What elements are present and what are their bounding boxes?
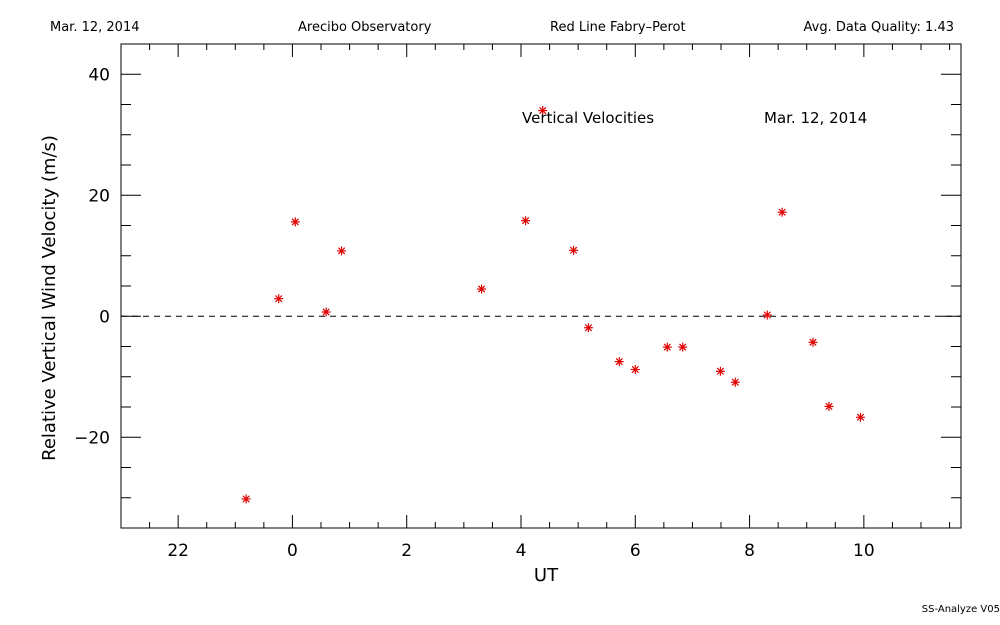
data-point: [808, 337, 818, 347]
y-tick-label: 20: [88, 186, 110, 206]
x-tick-label: 22: [167, 541, 189, 561]
annotation-date: Mar. 12, 2014: [764, 109, 867, 127]
data-point: [538, 106, 548, 116]
data-point: [730, 377, 740, 387]
data-point: [274, 294, 284, 304]
data-point: [777, 207, 787, 217]
data-point: [715, 366, 725, 376]
header-data-quality: Avg. Data Quality: 1.43: [804, 20, 954, 35]
x-tick-label: 8: [744, 541, 755, 561]
data-point: [678, 342, 688, 352]
data-point: [614, 357, 624, 367]
header-instrument: Red Line Fabry–Perot: [550, 20, 686, 35]
axis-ticks: [120, 43, 961, 529]
x-tick-label: 6: [630, 541, 641, 561]
data-point: [662, 342, 672, 352]
data-point: [762, 310, 772, 320]
data-point: [824, 401, 834, 411]
data-point: [337, 246, 347, 256]
data-point: [583, 323, 593, 333]
x-tick-label: 10: [853, 541, 875, 561]
software-version: SS-Analyze V05: [922, 604, 1000, 615]
data-point: [630, 364, 640, 374]
data-point: [569, 245, 579, 255]
y-tick-label: 0: [99, 307, 110, 327]
y-tick-label: −20: [74, 428, 110, 448]
x-axis-title: UT: [534, 565, 559, 586]
data-point: [855, 412, 865, 422]
y-tick-label: 40: [88, 65, 110, 85]
header-observatory: Arecibo Observatory: [298, 20, 432, 35]
header-date: Mar. 12, 2014: [50, 20, 140, 35]
data-point: [477, 284, 487, 294]
annotation-vertical-velocities: Vertical Velocities: [522, 109, 654, 127]
data-points: [241, 106, 865, 504]
x-tick-label: 4: [516, 541, 527, 561]
axis-tick-labels: 22 0 2 4 6 8 10 −20 0 20 40: [74, 65, 875, 561]
data-point: [290, 217, 300, 227]
x-tick-label: 0: [287, 541, 298, 561]
x-tick-label: 2: [401, 541, 412, 561]
y-axis-title: Relative Vertical Wind Velocity (m/s): [39, 135, 60, 461]
data-point: [241, 494, 251, 504]
data-point: [321, 307, 331, 317]
data-point: [521, 216, 531, 226]
